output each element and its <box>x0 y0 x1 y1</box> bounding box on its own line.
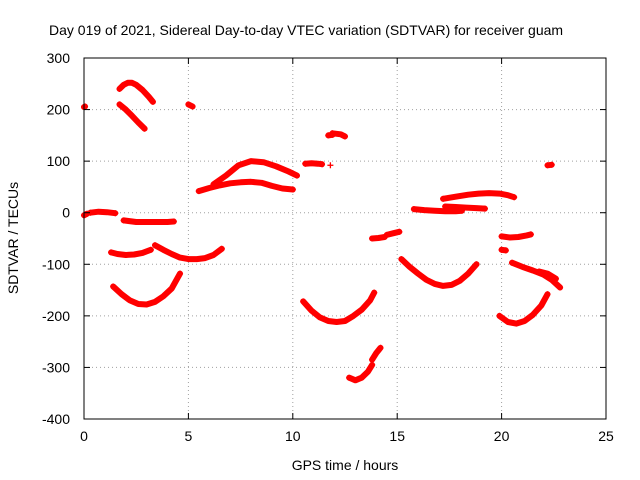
chart-title: Day 019 of 2021, Sidereal Day-to-day VTE… <box>49 22 563 38</box>
x-tick-label: 25 <box>598 428 614 444</box>
data-arc-arc22 <box>398 256 480 289</box>
y-tick-label: 300 <box>47 50 71 66</box>
x-tick-label: 20 <box>494 428 510 444</box>
data-arc-arc06 <box>120 217 177 225</box>
data-arc-arc03 <box>87 208 119 217</box>
y-tick-label: 200 <box>47 102 71 118</box>
y-tick-label: 100 <box>47 153 71 169</box>
y-tick-label: -400 <box>42 411 70 427</box>
data-arc-arc27 <box>498 246 509 254</box>
data-arc-arc21 <box>383 228 403 238</box>
y-tick-label: -200 <box>42 308 70 324</box>
data-arc-arc12 <box>210 158 300 188</box>
plot-frame <box>83 57 607 420</box>
data-points <box>81 79 564 384</box>
data-arc-arc01 <box>81 103 89 110</box>
axis-ticks: 0 5 10 15 20 25 -400 -300 -200 -100 0 100 200 300 <box>42 50 614 444</box>
data-arc-arc05 <box>116 101 148 132</box>
x-tick-label: 5 <box>185 428 193 444</box>
data-arc-arc08 <box>110 270 184 308</box>
data-arc-arc24 <box>440 190 518 202</box>
y-tick-label: -300 <box>42 359 70 375</box>
grid-lines <box>84 58 606 419</box>
data-arc-arc18 <box>346 361 376 384</box>
y-axis-label: SDTVAR / TECUs <box>5 182 21 294</box>
data-arc-arc13 <box>302 160 326 168</box>
data-arc-arc07 <box>108 246 154 258</box>
data-arc-arc25 <box>442 203 488 212</box>
data-arc-arc16 <box>327 162 334 169</box>
data-arc-arc26 <box>496 291 551 327</box>
x-tick-label: 15 <box>389 428 405 444</box>
x-axis-label: GPS time / hours <box>292 457 399 473</box>
y-tick-label: -100 <box>42 256 70 272</box>
data-arc-arc04 <box>116 79 156 105</box>
data-arc-arc15 <box>329 130 348 140</box>
data-arc-arc10 <box>185 101 196 110</box>
data-arc-arc30 <box>536 268 559 282</box>
x-tick-label: 0 <box>80 428 88 444</box>
data-arc-arc19 <box>369 344 384 363</box>
data-arc-arc28 <box>498 231 534 241</box>
data-arc-arc31 <box>544 161 555 169</box>
data-arc-arc17 <box>300 289 378 325</box>
y-tick-label: 0 <box>62 205 70 221</box>
data-arc-arc09 <box>151 242 225 263</box>
x-tick-label: 10 <box>285 428 301 444</box>
